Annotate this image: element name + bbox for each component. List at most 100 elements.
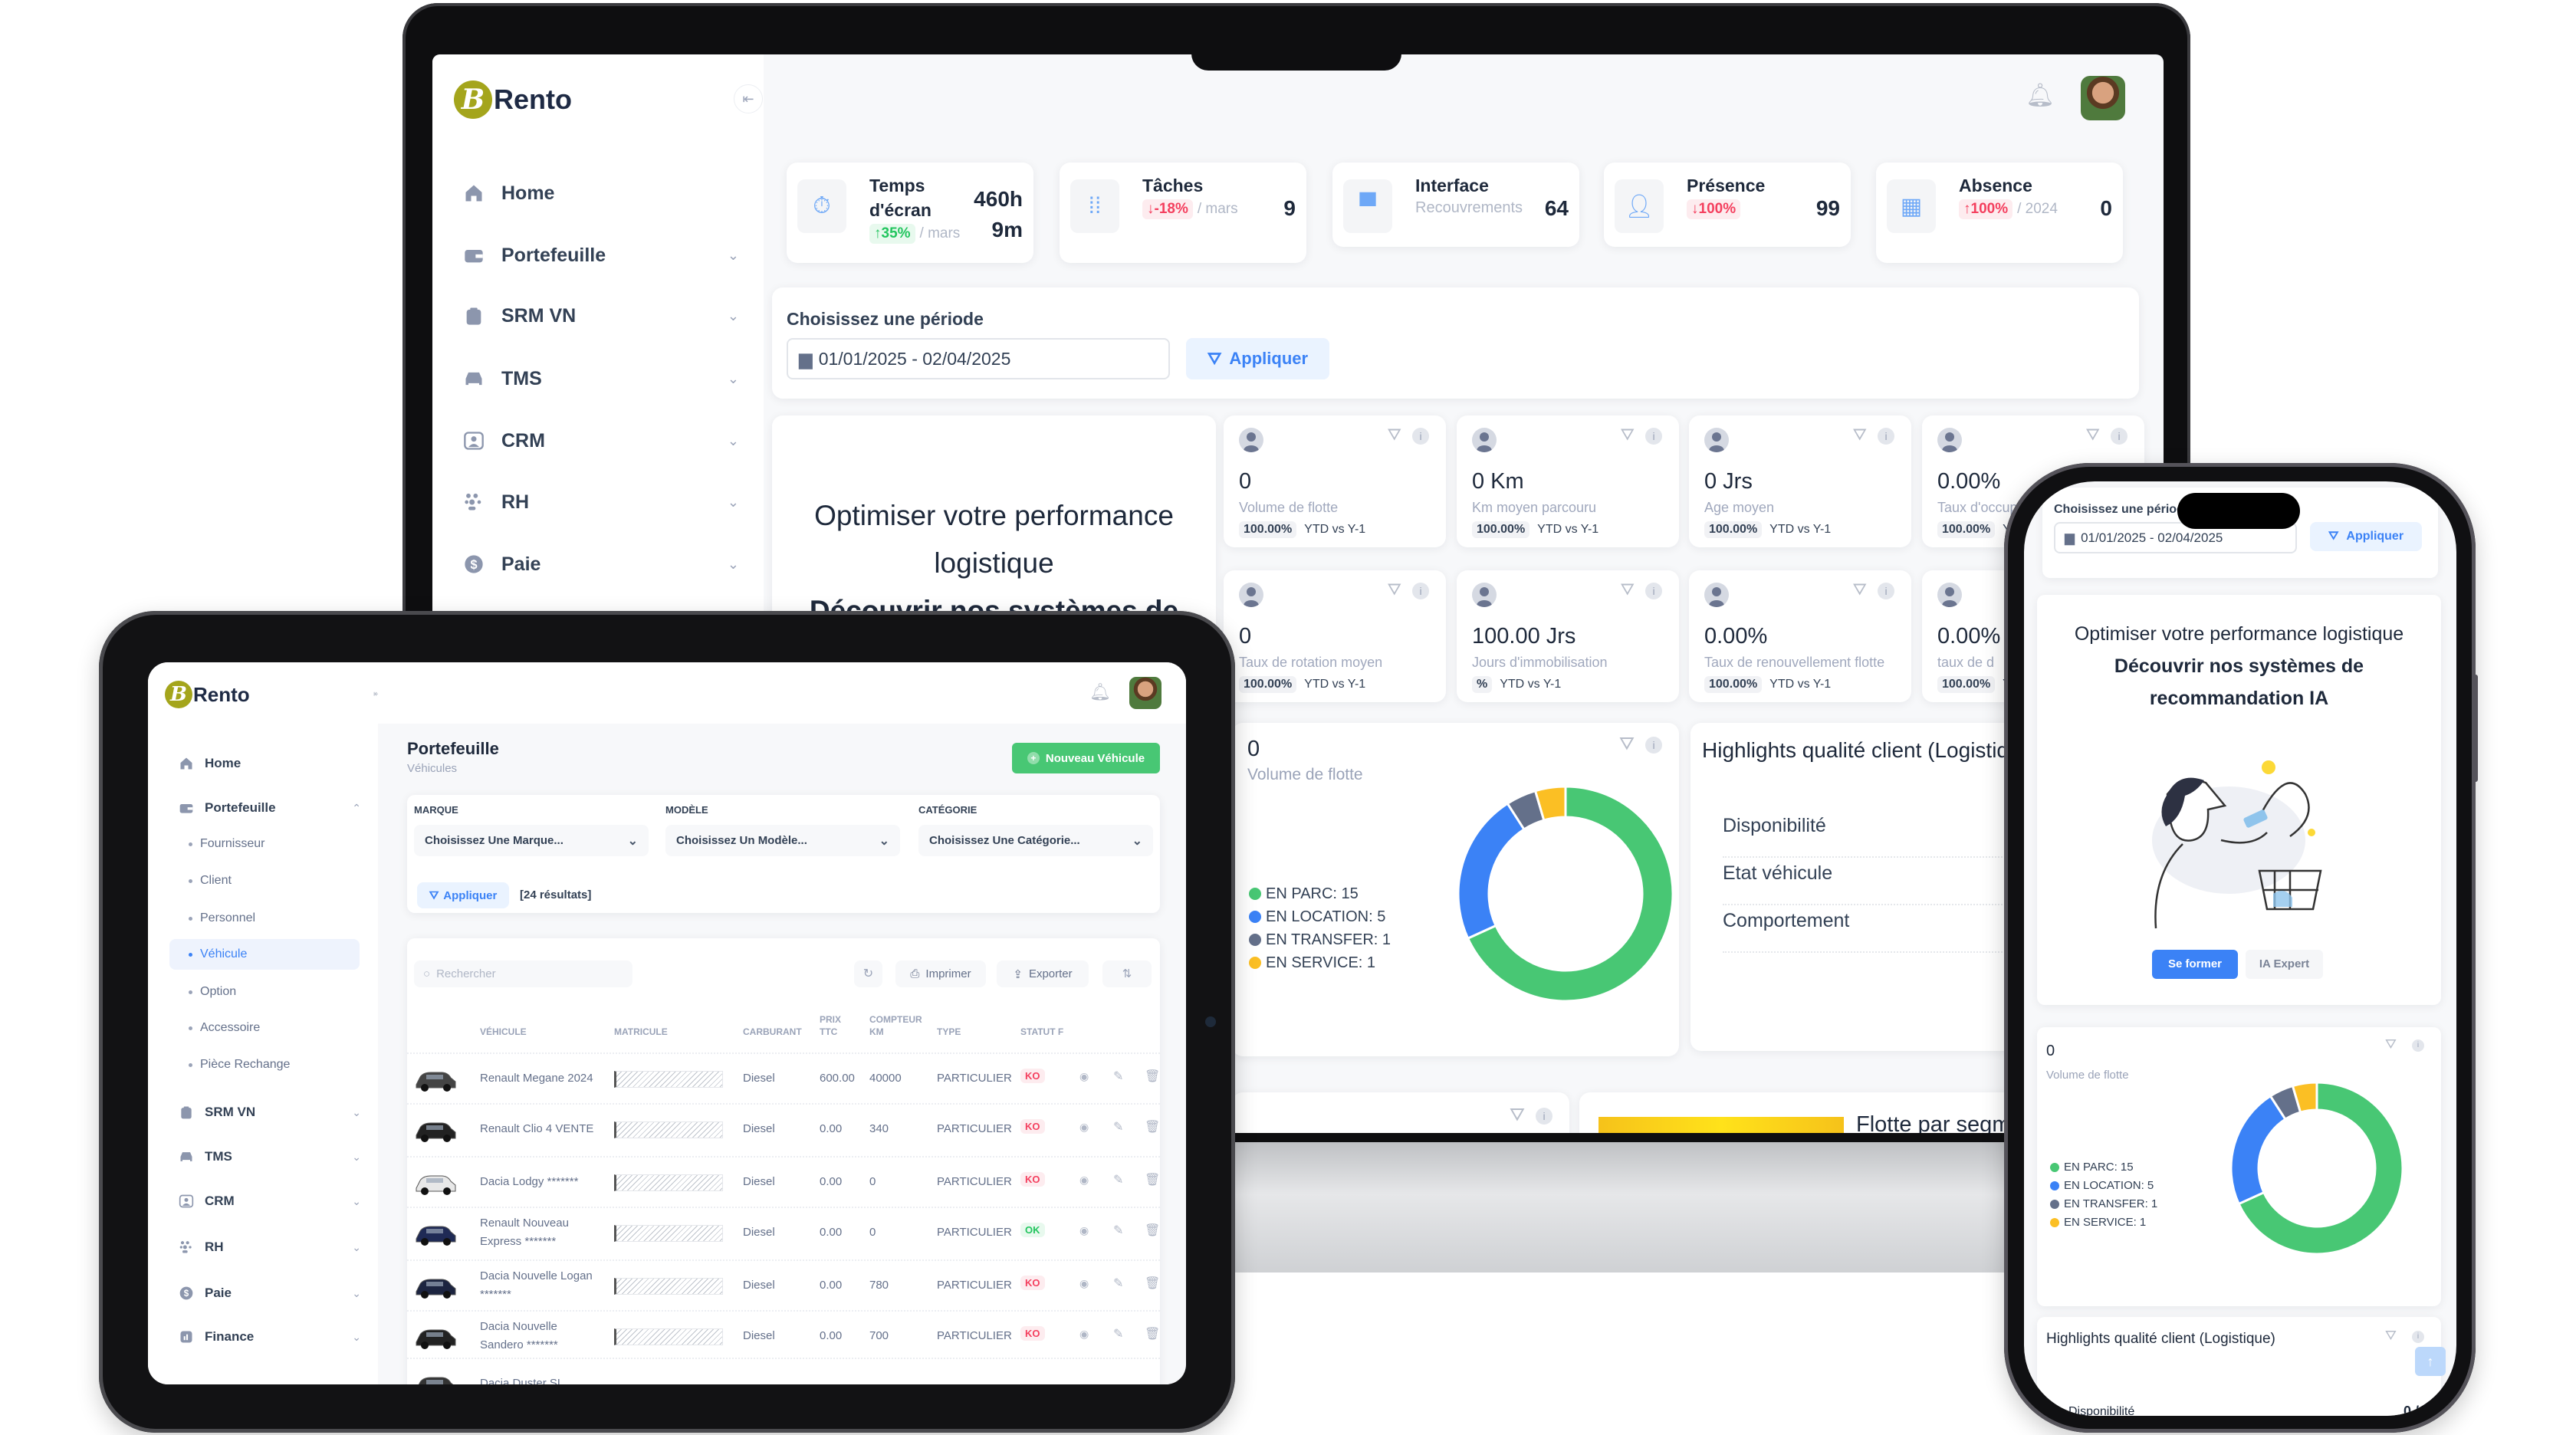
column-header[interactable]: TYPE [937,1026,961,1037]
donut-slice-en-location[interactable] [1457,802,1526,941]
apply-button[interactable]: ⛛ Appliquer [2310,522,2422,551]
notification-bell-icon[interactable]: 🔔︎ [2026,83,2055,108]
export-button[interactable]: ⇪ Exporter [997,960,1089,987]
collapse-sidebar-button[interactable]: ⇤ [734,84,763,113]
info-icon[interactable]: i [1878,583,1894,599]
donut-slice-en-location[interactable] [2229,1094,2287,1206]
vehicle-name[interactable]: Renault Nouveau Express ******* [480,1217,569,1248]
scroll-to-top-button[interactable]: ↑ [2415,1347,2446,1376]
sidebar-item-srm-vn[interactable]: SRM VN ⌄ [463,300,739,332]
sidebar-item-home[interactable]: Home [463,177,739,209]
sidebar-item-tms[interactable]: TMS ⌄ [171,1141,361,1172]
edit-icon[interactable]: ✎ [1113,1070,1124,1083]
info-icon[interactable]: i [1412,583,1429,599]
sidebar-item-option[interactable]: Option [169,977,360,1007]
view-icon[interactable]: ◉ [1079,1277,1089,1289]
vehicle-name[interactable]: Renault Megane 2024 [480,1072,593,1085]
filter-icon[interactable]: ⛛ [1852,580,1867,599]
brand-logo[interactable]: B Rento [454,80,572,119]
donut-slice-en-parc[interactable] [2237,1081,2404,1256]
column-header[interactable]: MATRICULE [614,1026,668,1037]
columns-button[interactable]: ⇅ [1102,960,1152,987]
donut-slice-en-service[interactable] [1533,785,1567,822]
vehicle-name[interactable]: Renault Clio 4 VENTE [480,1122,594,1135]
brand-logo[interactable]: B Rento [165,681,250,708]
edit-icon[interactable]: ✎ [1113,1224,1124,1237]
sidebar-item-paie[interactable]: $ Paie ⌄ [463,548,739,580]
view-icon[interactable]: ◉ [1079,1121,1089,1133]
date-range-input[interactable]: ▆ 01/01/2025 - 02/04/2025 [2054,522,2297,553]
sidebar-item-rh[interactable]: RH ⌄ [171,1232,361,1263]
delete-icon[interactable]: 🗑︎ [1145,1174,1161,1187]
sidebar-item-portefeuille[interactable]: Portefeuille ⌃ [171,793,361,823]
delete-icon[interactable]: 🗑︎ [1145,1328,1161,1341]
filter-icon[interactable]: ⛛ [1852,425,1867,444]
delete-icon[interactable]: 🗑︎ [1145,1121,1161,1134]
vehicle-name[interactable]: Dacia Lodgy ******* [480,1175,579,1188]
sidebar-item-crm[interactable]: CRM ⌄ [463,425,739,457]
edit-icon[interactable]: ✎ [1113,1277,1124,1290]
refresh-button[interactable]: ↻ [854,960,882,987]
info-icon[interactable]: i [1878,428,1894,445]
sidebar-item-crm[interactable]: CRM ⌄ [171,1186,361,1217]
edit-icon[interactable]: ✎ [1113,1174,1124,1187]
delete-icon[interactable]: 🗑︎ [1145,1277,1161,1290]
sidebar-item-fournisseur[interactable]: Fournisseur [169,829,360,859]
filter-icon[interactable]: ⛛ [1620,425,1635,444]
info-icon[interactable]: i [2412,1039,2424,1052]
filter-icon[interactable]: ⛛ [1509,1105,1525,1125]
column-header[interactable]: VÉHICULE [480,1026,527,1037]
delete-icon[interactable]: 🗑︎ [1145,1224,1161,1237]
info-icon[interactable]: i [1645,737,1662,754]
edit-icon[interactable]: ✎ [1113,1328,1124,1341]
ia-expert-button[interactable]: IA Expert [2246,950,2323,979]
user-avatar[interactable] [2081,76,2125,120]
column-header[interactable]: CARBURANT [743,1026,802,1037]
sidebar-item-client[interactable]: Client [169,865,360,896]
sidebar-item-personnel[interactable]: Personnel [169,903,360,934]
column-header[interactable]: COMPTEUR KM [869,1014,922,1037]
delete-icon[interactable]: 🗑︎ [1145,1070,1161,1083]
apply-button[interactable]: ⛛ Appliquer [417,882,509,908]
filter-icon[interactable]: ⛛ [1618,734,1635,754]
view-icon[interactable]: ◉ [1079,1224,1089,1236]
sidebar-item-rh[interactable]: RH ⌄ [463,486,739,518]
filter-select-marque[interactable]: Choisissez Une Marque... ⌄ [414,825,649,856]
view-icon[interactable]: ◉ [1079,1070,1089,1082]
vehicle-name[interactable]: Dacia Duster SL [480,1377,564,1384]
notification-bell-icon[interactable]: 🔔︎ [1089,682,1111,701]
sidebar-item-home[interactable]: Home [171,748,361,779]
info-icon[interactable]: i [1412,428,1429,445]
sidebar-item-tms[interactable]: TMS ⌄ [463,363,739,395]
column-header[interactable]: STATUT F [1020,1026,1064,1037]
train-button[interactable]: Se former [2152,950,2238,979]
sidebar-item-finance[interactable]: Finance ⌄ [171,1322,361,1352]
view-icon[interactable]: ◉ [1079,1174,1089,1186]
filter-icon[interactable]: ⛛ [1387,425,1401,444]
new-vehicle-button[interactable]: + Nouveau Véhicule [1012,743,1160,773]
vehicle-name[interactable]: Dacia Nouvelle Sandero ******* [480,1320,558,1351]
donut-slice-en-parc[interactable] [1466,785,1674,1003]
filter-icon[interactable]: ⛛ [2085,425,2100,444]
filter-select-catégorie[interactable]: Choisissez Une Catégorie... ⌄ [918,825,1153,856]
view-icon[interactable]: ◉ [1079,1328,1089,1340]
vehicle-name[interactable]: Dacia Nouvelle Logan ******* [480,1269,593,1301]
sidebar-item-portefeuille[interactable]: Portefeuille ⌄ [463,239,739,271]
info-icon[interactable]: i [1645,428,1662,445]
filter-icon[interactable]: ⛛ [1620,580,1635,599]
filter-icon[interactable]: ⛛ [2384,1328,2397,1343]
filter-icon[interactable]: ⛛ [1387,580,1401,599]
filter-icon[interactable]: ⛛ [2384,1036,2397,1052]
info-icon[interactable]: i [2412,1331,2424,1343]
apply-button[interactable]: ⛛ Appliquer [1186,338,1329,379]
print-button[interactable]: ⎙ Imprimer [895,960,986,987]
edit-icon[interactable]: ✎ [1113,1121,1124,1134]
info-icon[interactable]: i [1645,583,1662,599]
column-header[interactable]: PRIX TTC [820,1014,842,1037]
filter-select-modèle[interactable]: Choisissez Un Modèle... ⌄ [665,825,900,856]
user-avatar[interactable] [1129,677,1162,709]
sidebar-item-véhicule[interactable]: Véhicule [169,939,360,970]
search-input[interactable]: ○ Rechercher [414,960,632,987]
sidebar-item-pièce-rechange[interactable]: Pièce Rechange [169,1049,360,1080]
info-icon[interactable]: i [2111,428,2128,445]
